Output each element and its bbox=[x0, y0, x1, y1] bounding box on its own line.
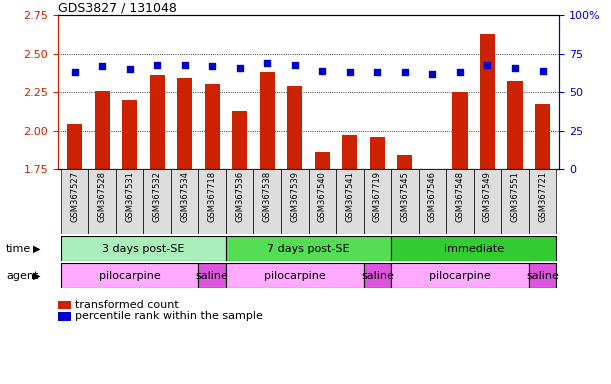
Point bbox=[538, 68, 547, 74]
Text: GSM367541: GSM367541 bbox=[345, 171, 354, 222]
Bar bbox=[226, 169, 254, 234]
Point bbox=[180, 61, 189, 68]
Text: 3 days post-SE: 3 days post-SE bbox=[102, 243, 185, 254]
Text: pilocarpine: pilocarpine bbox=[264, 270, 326, 281]
Text: ▶: ▶ bbox=[33, 270, 40, 281]
Text: GSM367527: GSM367527 bbox=[70, 171, 79, 222]
Point bbox=[428, 71, 437, 77]
Text: saline: saline bbox=[526, 270, 559, 281]
Point bbox=[318, 68, 327, 74]
Text: pilocarpine: pilocarpine bbox=[429, 270, 491, 281]
Bar bbox=[122, 100, 137, 169]
Text: GDS3827 / 131048: GDS3827 / 131048 bbox=[58, 1, 177, 14]
Point bbox=[152, 61, 162, 68]
Bar bbox=[89, 169, 116, 234]
Bar bbox=[150, 75, 165, 169]
Text: agent: agent bbox=[6, 270, 38, 281]
Text: GSM367532: GSM367532 bbox=[153, 171, 162, 222]
Bar bbox=[535, 104, 550, 169]
Bar bbox=[232, 111, 247, 169]
Point bbox=[125, 66, 134, 72]
Bar bbox=[254, 169, 281, 234]
Text: GSM367549: GSM367549 bbox=[483, 171, 492, 222]
Bar bbox=[309, 169, 336, 234]
Text: GSM367719: GSM367719 bbox=[373, 171, 382, 222]
Text: GSM367534: GSM367534 bbox=[180, 171, 189, 222]
Bar bbox=[342, 135, 357, 169]
Point bbox=[262, 60, 272, 66]
Bar bbox=[397, 155, 412, 169]
Bar bbox=[226, 263, 364, 288]
Text: GSM367721: GSM367721 bbox=[538, 171, 547, 222]
Point bbox=[345, 69, 355, 75]
Text: GSM367546: GSM367546 bbox=[428, 171, 437, 222]
Point bbox=[235, 65, 244, 71]
Bar bbox=[226, 236, 391, 261]
Text: percentile rank within the sample: percentile rank within the sample bbox=[75, 311, 263, 321]
Bar bbox=[287, 86, 302, 169]
Bar bbox=[529, 263, 556, 288]
Bar bbox=[67, 124, 82, 169]
Bar bbox=[199, 169, 226, 234]
Text: GSM367718: GSM367718 bbox=[208, 171, 217, 222]
Text: saline: saline bbox=[196, 270, 229, 281]
Bar bbox=[61, 169, 89, 234]
Text: immediate: immediate bbox=[444, 243, 504, 254]
Text: saline: saline bbox=[361, 270, 394, 281]
Bar bbox=[391, 169, 419, 234]
Bar bbox=[480, 34, 495, 169]
Text: GSM367539: GSM367539 bbox=[290, 171, 299, 222]
Bar bbox=[391, 263, 529, 288]
Text: ▶: ▶ bbox=[33, 243, 40, 254]
Bar bbox=[116, 169, 144, 234]
Point bbox=[400, 69, 410, 75]
Text: GSM367540: GSM367540 bbox=[318, 171, 327, 222]
Bar bbox=[529, 169, 556, 234]
Point bbox=[483, 61, 492, 68]
Bar bbox=[281, 169, 309, 234]
Bar bbox=[61, 236, 226, 261]
Bar bbox=[144, 169, 171, 234]
Bar bbox=[171, 169, 199, 234]
Bar bbox=[205, 84, 220, 169]
Text: time: time bbox=[6, 243, 31, 254]
Bar bbox=[508, 81, 522, 169]
Text: GSM367528: GSM367528 bbox=[98, 171, 106, 222]
Bar bbox=[336, 169, 364, 234]
Bar bbox=[452, 92, 467, 169]
Bar bbox=[315, 152, 330, 169]
Point bbox=[97, 63, 107, 69]
Bar bbox=[199, 263, 226, 288]
Bar bbox=[61, 263, 199, 288]
Bar bbox=[501, 169, 529, 234]
Text: transformed count: transformed count bbox=[75, 300, 179, 310]
Text: pilocarpine: pilocarpine bbox=[99, 270, 161, 281]
Text: 7 days post-SE: 7 days post-SE bbox=[267, 243, 350, 254]
Text: GSM367545: GSM367545 bbox=[400, 171, 409, 222]
Bar bbox=[370, 137, 385, 169]
Bar bbox=[260, 72, 275, 169]
Bar bbox=[95, 91, 109, 169]
Point bbox=[290, 61, 299, 68]
Bar bbox=[364, 169, 391, 234]
Text: GSM367536: GSM367536 bbox=[235, 171, 244, 222]
Text: GSM367531: GSM367531 bbox=[125, 171, 134, 222]
Bar bbox=[419, 169, 446, 234]
Point bbox=[207, 63, 217, 69]
Bar bbox=[364, 263, 391, 288]
Bar bbox=[177, 78, 192, 169]
Text: GSM367548: GSM367548 bbox=[455, 171, 464, 222]
Point bbox=[373, 69, 382, 75]
Text: GSM367538: GSM367538 bbox=[263, 171, 272, 222]
Bar bbox=[391, 236, 556, 261]
Point bbox=[70, 69, 79, 75]
Bar bbox=[474, 169, 501, 234]
Point bbox=[455, 69, 465, 75]
Point bbox=[510, 65, 520, 71]
Bar bbox=[446, 169, 474, 234]
Text: GSM367551: GSM367551 bbox=[511, 171, 519, 222]
